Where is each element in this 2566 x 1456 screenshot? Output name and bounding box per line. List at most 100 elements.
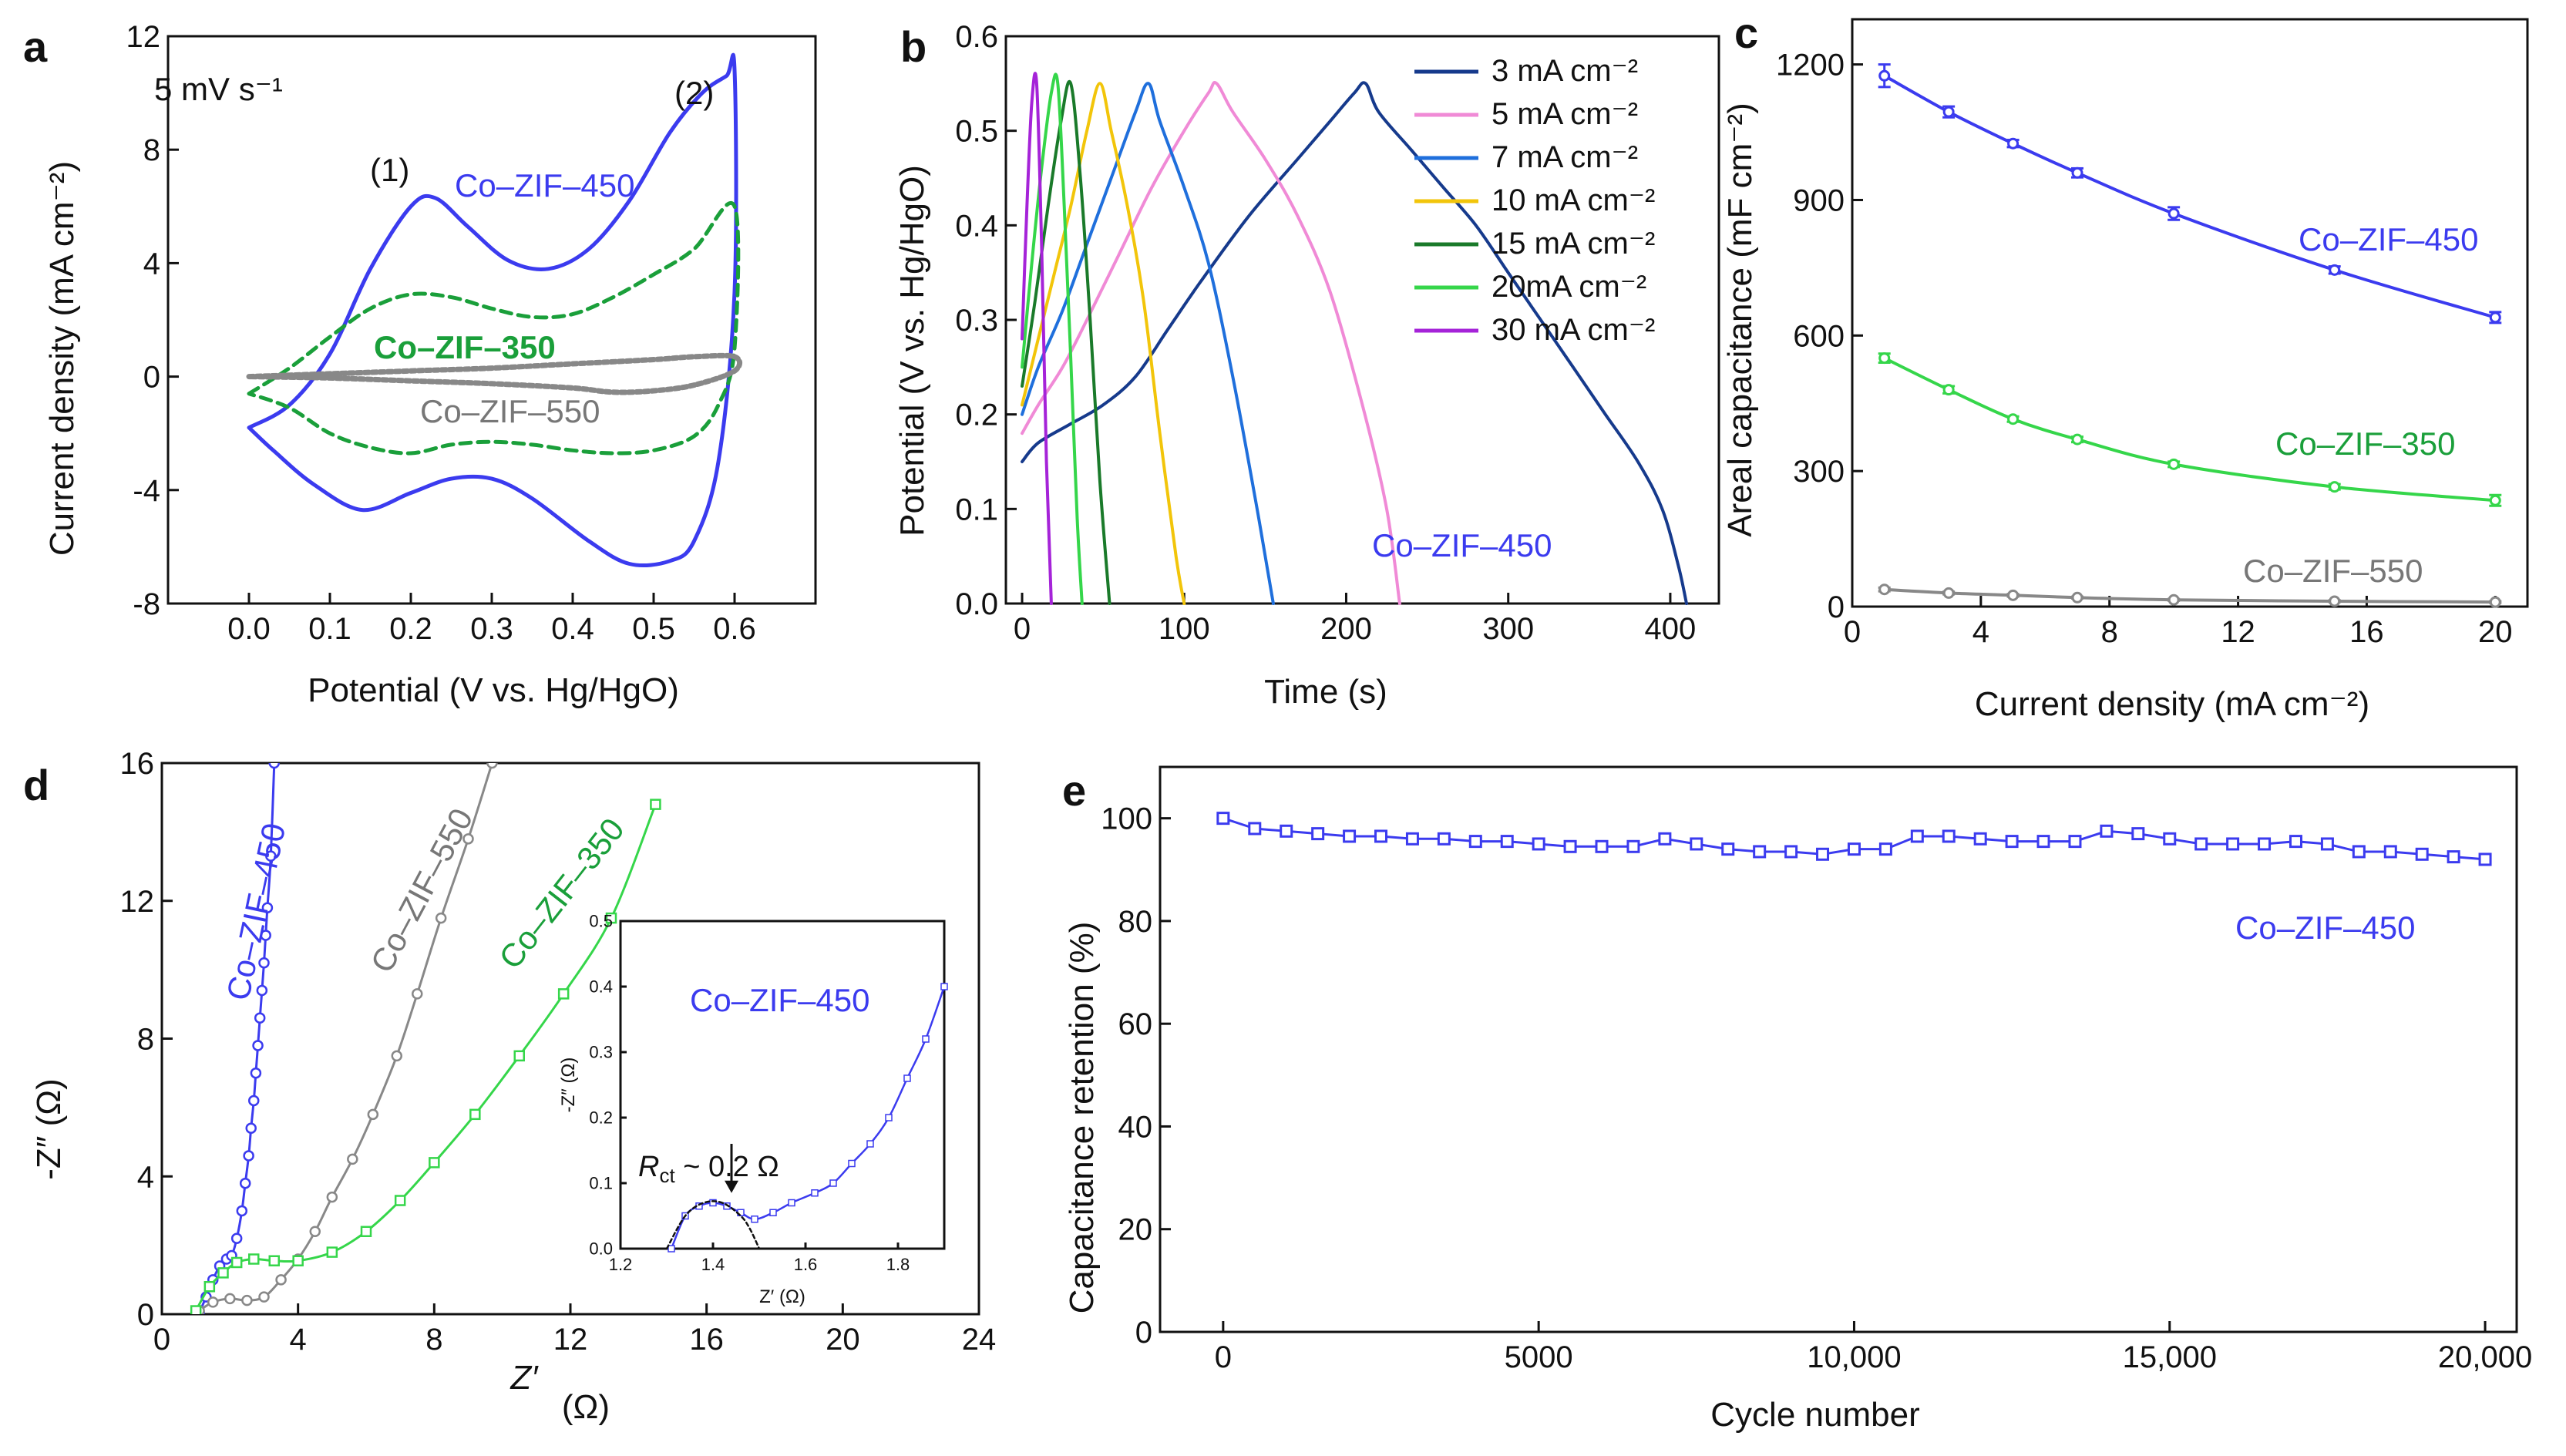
rct-annotation-subscript: ct [659, 1164, 675, 1187]
gcd-curve-5 mA cm⁻² [1021, 81, 1401, 605]
panel-e: e 0 5000 10,000 15,000 20,000 0 20 40 60 80 100 Co… [1062, 765, 2532, 1434]
legend-label: 15 mA cm⁻² [1492, 227, 1655, 261]
data-point [258, 957, 270, 969]
x-tick-label: 100 [1159, 612, 1210, 646]
x-tick-label: 4 [1972, 615, 1989, 649]
panel-a-xlabel: Potential (V vs. Hg/HgO) [308, 671, 679, 709]
data-point [2071, 591, 2083, 604]
data-point [391, 1050, 402, 1062]
y-tick-label: 20 [1118, 1213, 1153, 1247]
x-tick-label: 1.6 [794, 1255, 818, 1274]
data-point [2258, 837, 2272, 851]
panel-e-plot-area: 0 5000 10,000 15,000 20,000 0 20 40 60 80 100 [1101, 765, 2532, 1374]
inset-data-point [769, 1209, 777, 1216]
nyquist-series-Co–ZIF–550 [193, 763, 498, 1314]
y-tick-label: -8 [133, 587, 160, 621]
y-tick-label: 0.1 [955, 493, 998, 526]
data-point [258, 1291, 270, 1303]
data-point [1878, 69, 1891, 82]
x-tick-label: 20 [2478, 615, 2513, 649]
y-tick-label: 0.4 [589, 977, 613, 997]
panel-e-letter: e [1062, 766, 1086, 815]
x-tick-label: 15,000 [2123, 1340, 2217, 1374]
y-tick-label: 0.0 [955, 587, 998, 621]
data-point [1878, 352, 1891, 365]
y-tick-label: 60 [1118, 1007, 1153, 1041]
panel-d-plot-area: 0 4 8 12 16 20 24 0 4 8 12 16 [120, 747, 997, 1357]
x-tick-label: 8 [425, 1323, 442, 1357]
panel-c-ylabel: Areal capacitance (mF cm⁻²) [1721, 103, 1759, 537]
panel-d: d 0 4 8 12 16 20 24 0 4 8 12 16 Co–ZIF–450 Co–ZIF–5… [23, 747, 996, 1426]
panel-d-ylabel: -Z″ (Ω) [30, 1078, 68, 1180]
x-tick-label: 0.5 [632, 612, 675, 646]
y-tick-label: 100 [1101, 802, 1152, 836]
data-point [292, 1255, 304, 1266]
data-point [260, 930, 271, 941]
data-point [207, 1296, 219, 1308]
data-point [2383, 845, 2397, 859]
data-point [243, 1150, 254, 1162]
legend-label: 7 mA cm⁻² [1492, 140, 1638, 174]
data-point [1847, 842, 1861, 856]
data-point [412, 988, 423, 1000]
panel-a-label-co-zif-450: Co–ZIF–450 [455, 167, 634, 203]
data-point [2352, 845, 2366, 859]
inset-data-point [829, 1179, 837, 1187]
x-tick-label: 12 [2221, 615, 2255, 649]
y-tick-label: 0.3 [955, 304, 998, 338]
data-point [1248, 822, 1262, 836]
data-point [360, 1226, 372, 1237]
data-point [2163, 832, 2177, 846]
data-point [1721, 842, 1735, 856]
data-point [326, 1191, 338, 1203]
panel-a-label-co-zif-550: Co–ZIF–550 [420, 393, 600, 429]
data-point [2068, 835, 2082, 849]
y-tick-label: 80 [1118, 905, 1153, 939]
data-point [326, 1246, 338, 1258]
data-point [309, 1226, 321, 1237]
y-tick-label: 12 [120, 885, 155, 919]
x-tick-label: 20 [826, 1323, 860, 1357]
data-point [1626, 839, 1640, 853]
y-tick-label: 300 [1793, 455, 1845, 489]
panel-a-plot-area: 0.0 0.1 0.2 0.3 0.4 0.5 0.6 -8 -4 0 4 8 12 [126, 20, 817, 646]
data-point [230, 1232, 243, 1244]
capacitance-line-Co–ZIF–450 [1882, 74, 2497, 319]
data-point [394, 1195, 406, 1206]
gcd-curve-3 mA cm⁻² [1021, 81, 1688, 605]
rct-arrow-head [725, 1180, 738, 1193]
data-point [2131, 827, 2145, 841]
x-tick-label: 8 [2101, 615, 2118, 649]
rct-annotation-value: ~ 0.2 Ω [675, 1151, 779, 1183]
legend-label: 30 mA cm⁻² [1492, 313, 1655, 347]
legend-label: 5 mA cm⁻² [1492, 97, 1638, 131]
axes-frame [1851, 18, 2529, 608]
x-tick-label: 0.0 [227, 612, 271, 646]
data-point [1658, 832, 1672, 846]
data-point [1437, 832, 1451, 846]
data-point [1942, 587, 1955, 599]
data-point [2489, 494, 2501, 506]
inset-data-point [866, 1140, 874, 1148]
data-point [2007, 413, 2020, 425]
data-point [1216, 812, 1230, 826]
x-tick-label: 200 [1320, 612, 1372, 646]
data-point [275, 1274, 287, 1286]
data-point [1942, 384, 1955, 396]
panel-a-peak-2: (2) [674, 75, 714, 111]
panel-a-ylabel: Current density (mA cm⁻²) [43, 161, 81, 556]
panel-c-letter: c [1734, 8, 1758, 57]
data-point [2478, 852, 2492, 866]
legend-label: 10 mA cm⁻² [1492, 183, 1655, 217]
data-point [2226, 837, 2240, 851]
data-point [2007, 589, 2020, 601]
data-point [1942, 829, 1956, 843]
x-tick-label: 1.8 [886, 1255, 910, 1274]
inset-data-point [709, 1199, 717, 1207]
x-tick-label: 0 [153, 1323, 170, 1357]
legend-label: 3 mA cm⁻² [1492, 54, 1638, 88]
panel-b-ylabel: Potential (V vs. Hg/HgO) [893, 165, 931, 536]
panel-e-xlabel: Cycle number [1710, 1396, 1919, 1434]
gcd-curve-15 mA cm⁻² [1021, 79, 1111, 605]
x-tick-label: 0.6 [713, 612, 756, 646]
